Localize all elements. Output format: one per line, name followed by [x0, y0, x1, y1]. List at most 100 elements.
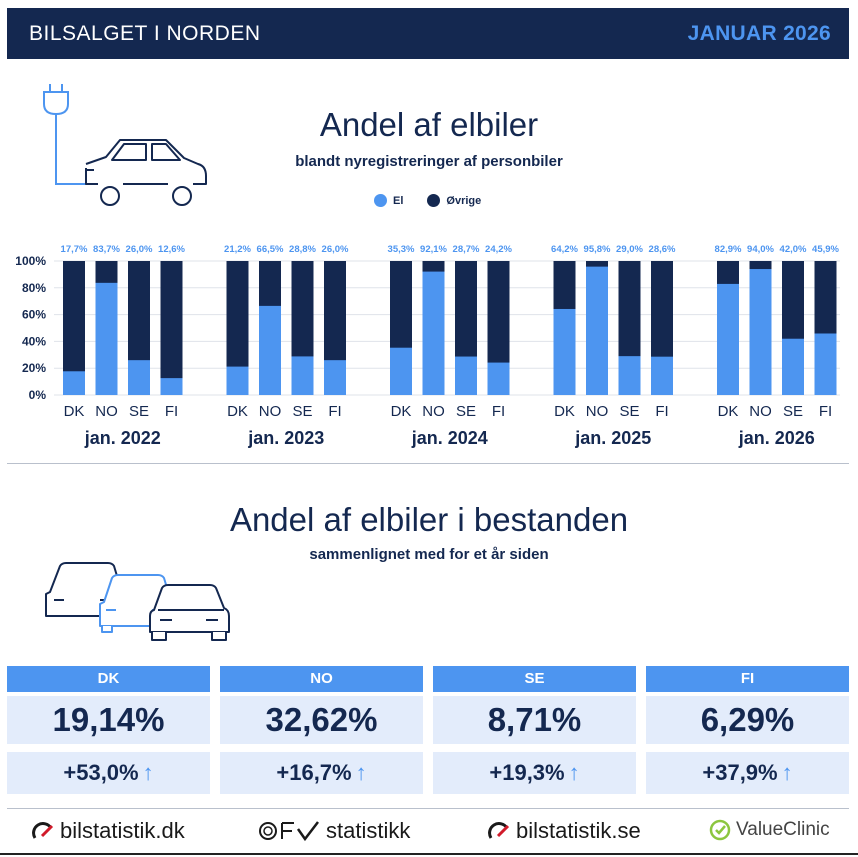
bar-el — [487, 362, 510, 395]
logo-valueclinic: ValueClinic — [708, 818, 830, 842]
logo-bilstatistik-dk: bilstatistik.dk — [32, 818, 185, 844]
logo-bar: bilstatistik.dk statistikk bilstatistik.… — [0, 812, 858, 852]
bottom-rule — [0, 853, 858, 855]
x-tick-label: DK — [391, 403, 412, 420]
legend-swatch-other — [427, 194, 441, 207]
gauge-icon — [488, 822, 510, 839]
y-tick-label: 20% — [22, 361, 46, 375]
data-label: 66,5% — [257, 244, 284, 255]
three-cars-icon — [45, 562, 230, 641]
logo-bilstatistik-se: bilstatistik.se — [488, 818, 641, 844]
data-label: 28,6% — [649, 244, 676, 255]
bar-el — [717, 283, 739, 395]
x-tick-label: FI — [165, 403, 178, 420]
bar-el — [259, 305, 281, 395]
x-tick-label: NO — [95, 403, 118, 420]
arrow-up-icon: ↑ — [781, 760, 793, 785]
x-tick-label: DK — [554, 403, 575, 420]
y-tick-label: 80% — [22, 281, 46, 295]
legend-label-el: El — [393, 194, 404, 207]
bar-other — [160, 261, 183, 395]
stock-change-box: +37,9% ↑ — [646, 752, 849, 794]
footer-divider — [7, 808, 849, 809]
x-tick-label: SE — [619, 403, 639, 420]
chart-title: Andel af elbiler — [319, 106, 539, 143]
data-label: 29,0% — [616, 244, 643, 255]
bar-el — [455, 356, 477, 395]
header-title: BILSALGET I NORDEN — [29, 22, 261, 45]
stock-change: +37,9% — [702, 760, 778, 785]
data-label: 26,0% — [322, 244, 349, 255]
bar-el — [586, 266, 608, 395]
x-tick-label: SE — [456, 403, 476, 420]
logo-text-se: bilstatistik.se — [516, 818, 641, 843]
x-tick-label: FI — [819, 403, 832, 420]
plug-car-icon — [43, 84, 207, 206]
group-label: jan. 2022 — [84, 428, 161, 448]
logo-ofv-statistikk: statistikk — [258, 818, 410, 844]
bar-other — [487, 261, 510, 395]
legend-item-other: Øvrige — [427, 194, 481, 207]
logo-text-fi: ValueClinic — [736, 819, 830, 840]
bar-el — [226, 366, 249, 395]
bar-el — [160, 378, 183, 395]
data-label: 17,7% — [61, 244, 88, 255]
logo-text-no: statistikk — [326, 818, 411, 843]
x-tick-label: SE — [783, 403, 803, 420]
bar-el — [324, 360, 346, 395]
stock-change-box: +19,3% ↑ — [433, 752, 636, 794]
bar-el — [782, 338, 804, 395]
stock-card-dk: DK 19,14% +53,0% ↑ — [7, 666, 210, 794]
x-tick-label: DK — [227, 403, 248, 420]
data-label: 94,0% — [747, 244, 774, 255]
bar-el — [749, 269, 772, 395]
data-label: 28,7% — [453, 244, 480, 255]
x-tick-label: NO — [586, 403, 609, 420]
bar-el — [390, 347, 412, 395]
y-tick-label: 60% — [22, 308, 46, 322]
x-tick-label: NO — [422, 403, 445, 420]
stock-country: DK — [7, 666, 210, 692]
data-label: 82,9% — [715, 244, 742, 255]
legend-swatch-el — [374, 194, 387, 207]
data-label: 28,8% — [289, 244, 316, 255]
bar-el — [553, 308, 576, 395]
x-tick-label: SE — [292, 403, 312, 420]
bar-el — [63, 371, 85, 395]
stock-change-box: +53,0% ↑ — [7, 752, 210, 794]
stock-card-fi: FI 6,29% +37,9% ↑ — [646, 666, 849, 794]
logo-text-dk: bilstatistik.dk — [60, 818, 185, 843]
arrow-up-icon: ↑ — [568, 760, 580, 785]
x-tick-label: NO — [259, 403, 282, 420]
bar-other — [226, 261, 249, 395]
stock-share: 8,71% — [433, 696, 636, 744]
valueclinic-q-icon — [709, 819, 731, 841]
group-label: jan. 2023 — [247, 428, 324, 448]
gauge-icon — [32, 822, 54, 839]
stock-change: +53,0% — [63, 760, 139, 785]
group-label: jan. 2024 — [411, 428, 488, 448]
legend-item-el: El — [374, 194, 403, 207]
x-tick-label: FI — [328, 403, 341, 420]
x-tick-label: NO — [749, 403, 772, 420]
data-label: 95,8% — [584, 244, 611, 255]
stock-share: 19,14% — [7, 696, 210, 744]
data-label: 83,7% — [93, 244, 120, 255]
arrow-up-icon: ↑ — [142, 760, 154, 785]
data-label: 21,2% — [224, 244, 251, 255]
stock-card-se: SE 8,71% +19,3% ↑ — [433, 666, 636, 794]
data-label: 42,0% — [780, 244, 807, 255]
stock-subtitle: sammenlignet med for et år siden — [309, 546, 549, 563]
y-tick-label: 0% — [29, 388, 47, 402]
x-tick-label: FI — [492, 403, 505, 420]
data-label: 64,2% — [551, 244, 578, 255]
data-label: 92,1% — [420, 244, 447, 255]
x-tick-label: DK — [64, 403, 85, 420]
stock-change: +19,3% — [489, 760, 565, 785]
x-tick-label: FI — [655, 403, 668, 420]
stock-change: +16,7% — [276, 760, 352, 785]
group-label: jan. 2026 — [738, 428, 815, 448]
data-label: 35,3% — [388, 244, 415, 255]
x-tick-label: SE — [129, 403, 149, 420]
bar-el — [128, 360, 150, 395]
